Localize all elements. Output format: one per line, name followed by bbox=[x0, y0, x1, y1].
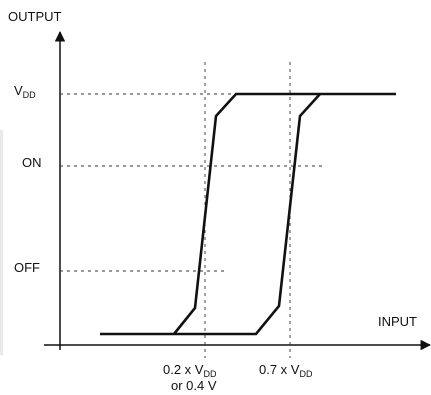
scan-edge bbox=[0, 130, 3, 355]
low-threshold-label-line2: or 0.4 V bbox=[171, 378, 217, 393]
high-threshold-label: 0.7 x VDD bbox=[259, 362, 313, 379]
y-axis-label: OUTPUT bbox=[8, 9, 62, 24]
x-axis-label: INPUT bbox=[378, 314, 417, 329]
on-label: ON bbox=[22, 155, 42, 170]
off-label: OFF bbox=[14, 260, 40, 275]
vdd-label: VDD bbox=[14, 83, 36, 100]
rising-transfer-curve bbox=[100, 93, 321, 336]
low-threshold-label: 0.2 x VDD bbox=[163, 362, 217, 379]
falling-transfer-curve bbox=[172, 92, 396, 335]
